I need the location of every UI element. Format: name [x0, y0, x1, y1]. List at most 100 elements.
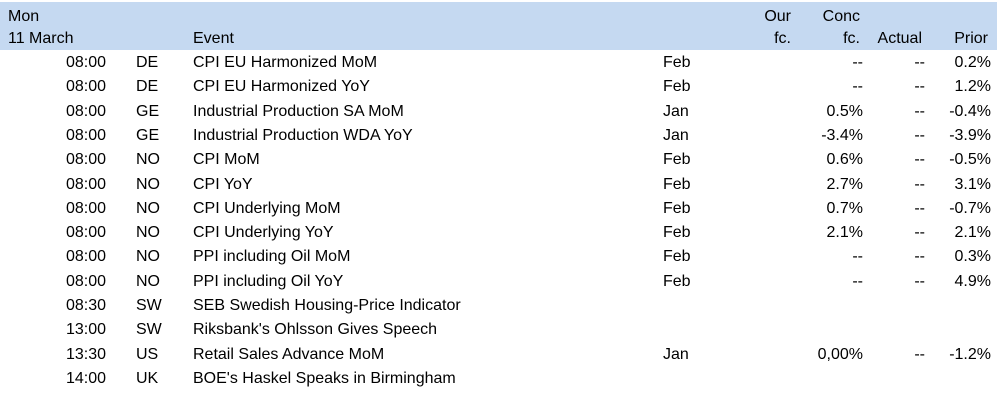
row-conc-fc: 0.6%: [826, 151, 863, 169]
row-event: BOE's Haskel Speaks in Birmingham: [193, 369, 456, 387]
row-prior: 0.2%: [954, 54, 991, 71]
row-time: 08:00: [65, 78, 106, 96]
row-period: Feb: [663, 248, 691, 266]
row-country: SW: [136, 321, 162, 339]
row-time: 08:00: [65, 224, 106, 242]
table-row: 08:00 NO PPI including Oil MoM Feb -- -- 0.3%: [0, 245, 1000, 269]
table-row: 08:00 GE Industrial Production WDA YoY Jan -…: [0, 124, 1000, 148]
row-country: NO: [136, 175, 160, 193]
row-prior: -1.2%: [949, 345, 991, 363]
table-row: 13:30 US Retail Sales Advance MoM Jan 0,00% -…: [0, 343, 1000, 367]
row-event: Industrial Production WDA YoY: [193, 126, 413, 144]
row-period: Feb: [663, 78, 691, 96]
header-day: Mon: [8, 8, 40, 25]
row-prior: -0.7%: [949, 199, 991, 217]
row-time: 08:00: [65, 199, 106, 217]
header-event: Event: [193, 30, 234, 47]
row-time: 08:00: [65, 151, 106, 169]
header-prior: Prior: [954, 30, 988, 47]
table-row: 08:00 NO CPI Underlying MoM Feb 0.7% -- -0.7%: [0, 197, 1000, 221]
row-country: DE: [136, 54, 159, 71]
row-event: SEB Swedish Housing-Price Indicator: [193, 297, 461, 314]
row-event: Retail Sales Advance MoM: [193, 345, 385, 363]
table-row: 08:00 GE Industrial Production SA MoM Jan 0.…: [0, 100, 1000, 124]
row-period: Jan: [663, 126, 689, 144]
row-period: Jan: [663, 345, 689, 363]
header-conc-fc-line1: Conc: [822, 8, 860, 25]
row-time: 13:00: [65, 321, 106, 339]
row-actual: --: [914, 224, 925, 242]
row-time: 08:00: [65, 248, 106, 266]
row-event: CPI EU Harmonized MoM: [193, 54, 378, 71]
row-actual: --: [914, 345, 925, 363]
row-event: CPI Underlying YoY: [193, 224, 334, 242]
row-country: DE: [136, 78, 159, 96]
table-header: Mon 11 March Event Our fc. Conc fc. Actu…: [0, 2, 997, 50]
table-row: 08:00 NO CPI Underlying YoY Feb 2.1% -- 2.1%: [0, 221, 1000, 245]
row-event: PPI including Oil YoY: [193, 272, 344, 290]
row-period: Jan: [663, 102, 689, 120]
row-conc-fc: 0.5%: [826, 102, 863, 120]
row-prior: 0.3%: [954, 248, 991, 266]
row-period: Feb: [663, 175, 691, 193]
table-row: 08:00 NO CPI YoY Feb 2.7% -- 3.1%: [0, 173, 1000, 197]
row-actual: --: [914, 199, 925, 217]
row-prior: 1.2%: [954, 78, 991, 96]
row-country: GE: [136, 126, 160, 144]
header-our-fc-line2: fc.: [774, 30, 791, 47]
row-event: CPI EU Harmonized YoY: [193, 78, 370, 96]
table-row: 08:00 DE CPI EU Harmonized MoM Feb -- -- 0.2%: [0, 51, 1000, 75]
row-country: US: [136, 345, 159, 363]
row-country: UK: [136, 369, 159, 387]
row-time: 08:00: [65, 54, 106, 71]
row-conc-fc: 2.1%: [826, 224, 863, 242]
row-country: NO: [136, 199, 160, 217]
table-row: 08:00 NO PPI including Oil YoY Feb -- -- 4.9%: [0, 270, 1000, 294]
row-conc-fc: -3.4%: [821, 126, 863, 144]
header-our-fc-line1: Our: [764, 8, 791, 25]
row-actual: --: [914, 151, 925, 169]
row-event: CPI Underlying MoM: [193, 199, 341, 217]
row-time: 08:00: [65, 102, 106, 120]
row-conc-fc: --: [852, 248, 863, 266]
header-actual: Actual: [877, 30, 922, 47]
row-actual: --: [914, 126, 925, 144]
row-event: PPI including Oil MoM: [193, 248, 351, 266]
row-time: 08:30: [65, 297, 106, 314]
row-country: NO: [136, 248, 160, 266]
row-time: 08:00: [65, 272, 106, 290]
row-event: Riksbank's Ohlsson Gives Speech: [193, 321, 438, 339]
row-conc-fc: --: [852, 54, 863, 71]
row-prior: 3.1%: [954, 175, 991, 193]
row-conc-fc: --: [852, 78, 863, 96]
table-row: 13:00 SW Riksbank's Ohlsson Gives Speech: [0, 318, 1000, 342]
row-actual: --: [914, 272, 925, 290]
row-country: GE: [136, 102, 160, 120]
table-row: 08:00 DE CPI EU Harmonized YoY Feb -- -- 1.2%: [0, 75, 1000, 99]
row-actual: --: [914, 248, 925, 266]
row-prior: 2.1%: [954, 224, 991, 242]
table-row: 14:00 UK BOE's Haskel Speaks in Birmingham: [0, 367, 1000, 391]
row-period: Feb: [663, 272, 691, 290]
row-period: Feb: [663, 151, 691, 169]
row-conc-fc: 0.7%: [826, 199, 863, 217]
row-country: NO: [136, 272, 160, 290]
row-prior: -3.9%: [949, 126, 991, 144]
row-event: Industrial Production SA MoM: [193, 102, 404, 120]
table-row: 08:30 SW SEB Swedish Housing-Price Indicat…: [0, 294, 1000, 318]
row-time: 08:00: [65, 126, 106, 144]
row-period: Feb: [663, 224, 691, 242]
header-date: 11 March: [8, 30, 74, 47]
row-actual: --: [914, 54, 925, 71]
row-country: NO: [136, 224, 160, 242]
row-prior: -0.4%: [949, 102, 991, 120]
row-conc-fc: 2.7%: [826, 175, 863, 193]
row-prior: 4.9%: [954, 272, 991, 290]
row-actual: --: [914, 102, 925, 120]
row-time: 14:00: [65, 369, 106, 387]
row-event: CPI MoM: [193, 151, 260, 169]
table-row: 08:00 NO CPI MoM Feb 0.6% -- -0.5%: [0, 148, 1000, 172]
row-time: 13:30: [65, 345, 106, 363]
row-actual: --: [914, 175, 925, 193]
row-period: Feb: [663, 54, 691, 71]
